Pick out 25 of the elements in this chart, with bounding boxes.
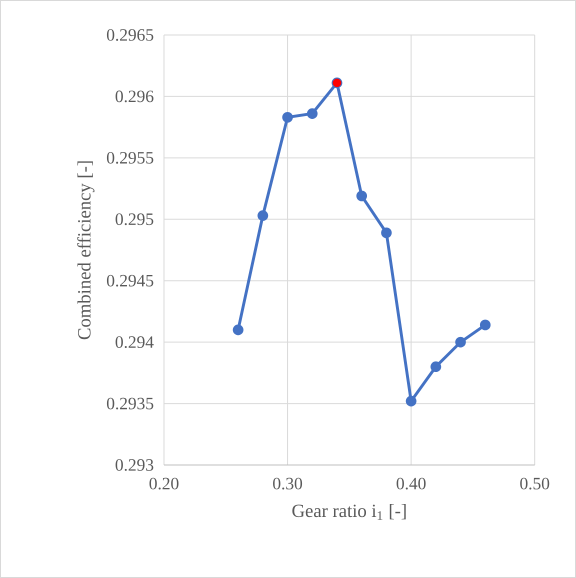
point	[430, 361, 442, 372]
y-tick-label: 0.2955	[106, 152, 154, 164]
x-tick-label: 0.30	[273, 478, 302, 490]
point	[332, 78, 342, 88]
y-tick-label: 0.294	[116, 336, 154, 348]
x-tick-label: 0.20	[149, 478, 178, 490]
point	[406, 396, 416, 406]
y-tick-label: 0.2935	[106, 398, 154, 410]
point	[232, 324, 244, 336]
x-tick-label: 0.50	[520, 478, 550, 490]
point	[306, 108, 318, 119]
point	[282, 112, 293, 123]
point	[356, 190, 368, 202]
point	[258, 210, 268, 221]
point	[455, 336, 466, 348]
x-tick-label: 0.40	[396, 478, 426, 490]
point	[480, 320, 491, 330]
y-tick-label: 0.2945	[106, 274, 154, 287]
y-tick-label: 0.296	[116, 90, 154, 102]
y-tick-label: 0.295	[116, 213, 154, 226]
x-axis-title: Gear ratio i$_{1}$ [-]	[292, 504, 406, 520]
y-axis-title: Combined efficiency [-]	[77, 161, 94, 340]
point	[381, 227, 392, 238]
y-tick-label: 0.2965	[106, 29, 154, 41]
y-tick-label: 0.293	[116, 459, 154, 471]
